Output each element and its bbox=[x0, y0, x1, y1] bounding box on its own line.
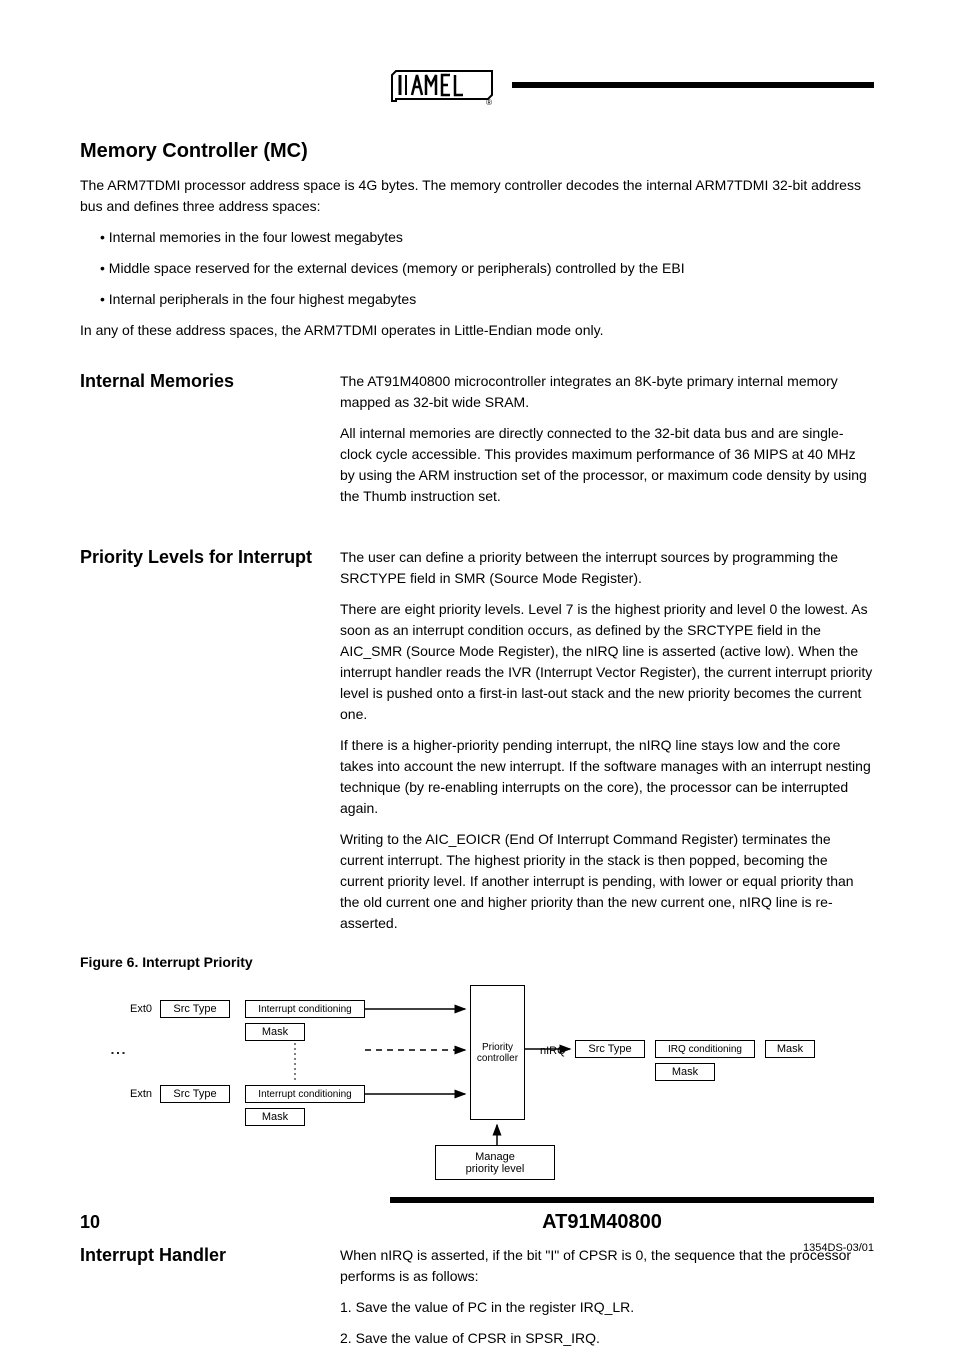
ext0-label: Ext0 bbox=[130, 1003, 152, 1015]
intro-bullet-1: • Internal memories in the four lowest m… bbox=[100, 227, 874, 248]
priority-p2: There are eight priority levels. Level 7… bbox=[340, 599, 874, 725]
page-header: ® bbox=[80, 60, 874, 110]
mask-bot-box: Mask bbox=[245, 1108, 305, 1126]
handler-label: Interrupt Handler bbox=[80, 1245, 340, 1359]
src-type-bot-box: Src Type bbox=[160, 1085, 230, 1103]
intro-bullet-3: • Internal peripherals in the four highe… bbox=[100, 289, 874, 310]
priority-p1: The user can define a priority between t… bbox=[340, 547, 874, 589]
internal-memories-section: Internal Memories The AT91M40800 microco… bbox=[80, 371, 874, 517]
handler-section: Interrupt Handler When nIRQ is asserted,… bbox=[80, 1245, 874, 1359]
interrupt-priority-diagram: Ext0 Src Type Interrupt conditioning Mas… bbox=[100, 985, 860, 1215]
section-title-mc: Memory Controller (MC) bbox=[80, 140, 874, 163]
vdots-left: ⋮ bbox=[115, 1045, 119, 1061]
src-type-out-box: Src Type bbox=[575, 1040, 645, 1058]
atmel-logo: ® bbox=[390, 63, 500, 108]
mask-out-box-2: Mask bbox=[765, 1040, 815, 1058]
mask-out-box: Mask bbox=[655, 1063, 715, 1081]
header-rule bbox=[512, 82, 874, 88]
internal-p1: The AT91M40800 microcontroller integrate… bbox=[340, 371, 874, 413]
figure-6-title: Figure 6. Interrupt Priority bbox=[80, 954, 874, 970]
svg-text:®: ® bbox=[486, 98, 492, 107]
irq-conditioning-box: IRQ conditioning bbox=[655, 1040, 755, 1058]
priority-label: Priority Levels for Interrupt bbox=[80, 547, 340, 599]
intro-paragraph-1: The ARM7TDMI processor address space is … bbox=[80, 175, 874, 217]
manage-priority-box: Manage priority level bbox=[435, 1145, 555, 1180]
page-footer: 10 AT91M40800 1354DS-03/01 bbox=[80, 1197, 874, 1256]
conditioning-top-box: Interrupt conditioning bbox=[245, 1000, 365, 1018]
extn-label: Extn bbox=[130, 1088, 152, 1100]
nirq-label: nIRQ bbox=[540, 1045, 566, 1057]
priority-controller-box: Priority controller bbox=[470, 985, 525, 1120]
internal-p2: All internal memories are directly conne… bbox=[340, 423, 874, 507]
src-type-top-box: Src Type bbox=[160, 1000, 230, 1018]
logo-icon: ® bbox=[390, 63, 500, 108]
priority-p4: Writing to the AIC_EOICR (End Of Interru… bbox=[340, 829, 874, 934]
handler-step-2: 2. Save the value of CPSR in SPSR_IRQ. bbox=[340, 1328, 874, 1349]
intro-bullet-2: • Middle space reserved for the external… bbox=[100, 258, 874, 279]
priority-section: Priority Levels for Interrupt The user c… bbox=[80, 547, 874, 599]
handler-step-1: 1. Save the value of PC in the register … bbox=[340, 1297, 874, 1318]
internal-memories-label: Internal Memories bbox=[80, 371, 340, 517]
footer-doc-id: 1354DS-03/01 bbox=[803, 1242, 874, 1254]
page-number: 10 bbox=[80, 1212, 100, 1233]
footer-rule bbox=[390, 1197, 874, 1203]
footer-doc-title: AT91M40800 bbox=[542, 1211, 662, 1234]
priority-p3: If there is a higher-priority pending in… bbox=[340, 735, 874, 819]
mask-top-box: Mask bbox=[245, 1023, 305, 1041]
conditioning-bot-box: Interrupt conditioning bbox=[245, 1085, 365, 1103]
intro-paragraph-2: In any of these address spaces, the ARM7… bbox=[80, 320, 874, 341]
